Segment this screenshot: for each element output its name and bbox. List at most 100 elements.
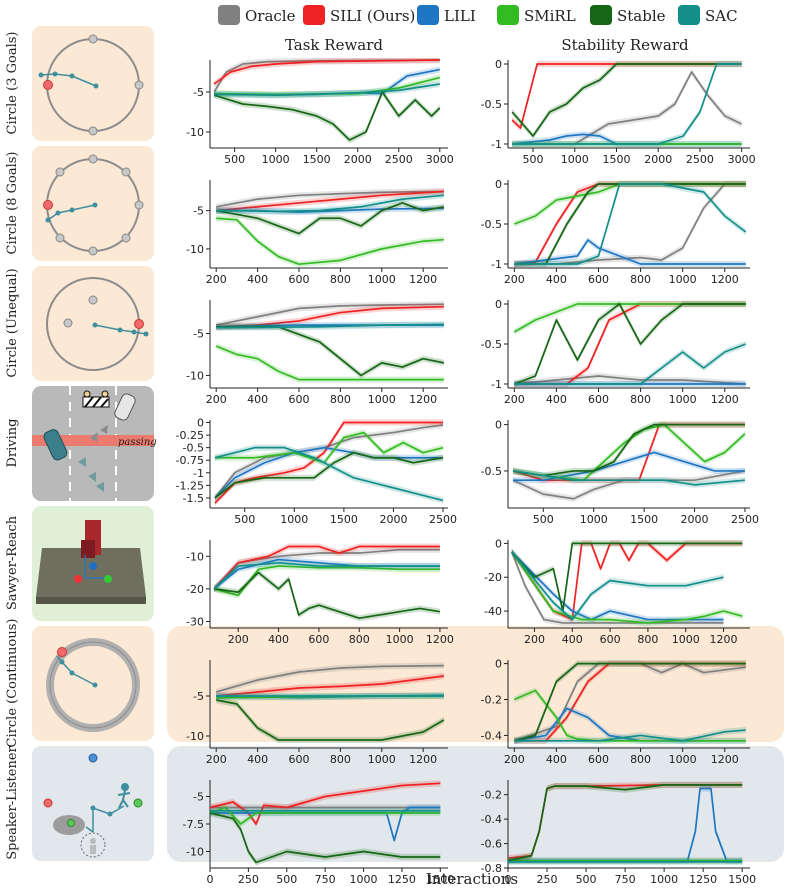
series-line-stable	[213, 91, 441, 141]
x-tick-label: 800	[330, 753, 351, 766]
legend-label: SAC	[705, 7, 738, 25]
series-band-stable	[210, 809, 441, 866]
series-band-smirl	[216, 215, 444, 268]
legend-swatch	[417, 5, 439, 25]
series-band-smirl	[513, 421, 745, 484]
series-group	[214, 419, 444, 507]
x-axis-label: Interactions	[426, 870, 518, 888]
series-line-sili-ours-	[213, 545, 440, 590]
series-line-sac	[214, 446, 444, 502]
series-band-smirl	[214, 429, 444, 466]
x-tick-label: 1200	[426, 633, 454, 646]
row-icons: passing	[32, 26, 157, 861]
series-line-sac	[512, 470, 746, 486]
y-tick-label: -0.6	[481, 838, 502, 851]
y-tick-label: 0	[495, 178, 502, 191]
legend-label: Oracle	[245, 7, 296, 25]
series-line-oracle	[216, 190, 444, 208]
series-band-sac	[514, 180, 746, 268]
column-title-task: Task Reward	[285, 36, 383, 54]
x-tick-label: 200	[206, 393, 227, 406]
x-tick-label: 800	[330, 273, 351, 286]
x-tick-label: 800	[630, 273, 651, 286]
series-line-stable	[508, 784, 743, 862]
x-tick-label: 250	[537, 873, 558, 886]
y-tick-label: -1.25	[176, 479, 204, 492]
x-tick-label: 2000	[681, 513, 709, 526]
series-line-stable	[514, 662, 746, 742]
x-tick-label: 400	[247, 273, 268, 286]
series-band-oracle	[512, 68, 742, 148]
x-tick-label: 1200	[409, 393, 437, 406]
x-tick-label: 1500	[602, 153, 630, 166]
x-tick-label: 250	[238, 873, 259, 886]
x-tick-label: 200	[504, 393, 525, 406]
x-tick-label: 1500	[630, 513, 658, 526]
legend-item-1: SILI (Ours)	[303, 5, 415, 25]
y-tick-label: 0	[495, 658, 502, 671]
chart-10: 200 400 600 800 1000 1200 -5 -10	[186, 660, 448, 766]
x-tick-label: 1200	[409, 753, 437, 766]
series-line-oracle	[514, 183, 746, 265]
x-tick-label: 500	[523, 153, 544, 166]
y-tick-label: -10	[186, 126, 204, 139]
row-labels: Circle (3 Goals) Circle (8 Goals) Circle (…	[5, 32, 20, 860]
x-tick-label: 1000	[368, 273, 396, 286]
y-tick-label: -0.2	[481, 694, 502, 707]
chart-11: 200 400 600 800 1000 1200 0 -0.2 -0.4	[481, 658, 750, 766]
series-line-smirl	[216, 217, 444, 266]
x-tick-label: 1000	[580, 513, 608, 526]
x-tick-label: 1000	[561, 153, 589, 166]
x-tick-label: 500	[533, 513, 554, 526]
x-tick-label: 3000	[426, 153, 454, 166]
legend-label: SMiRL	[524, 7, 576, 25]
x-tick-label: 2000	[644, 153, 672, 166]
series-line-sili-ours-	[514, 183, 746, 265]
legend-swatch	[218, 5, 240, 25]
series-line-oracle	[215, 664, 444, 693]
x-tick-label: 400	[546, 273, 567, 286]
x-tick-label: 1250	[689, 873, 717, 886]
legend-item-5: SAC	[678, 5, 738, 25]
series-band-sac	[214, 559, 440, 592]
y-tick-label: 0	[495, 58, 502, 71]
x-tick-label: 400	[546, 393, 567, 406]
y-tick-label: -0.5	[183, 442, 204, 455]
x-tick-label: 500	[224, 153, 245, 166]
x-tick-label: 1200	[710, 633, 738, 646]
x-tick-label: 800	[630, 753, 651, 766]
row-highlight-continuous	[167, 626, 784, 742]
x-tick-label: 600	[600, 633, 621, 646]
series-group	[215, 301, 445, 383]
y-tick-label: -1.5	[183, 492, 204, 505]
series-band-oracle	[514, 372, 746, 388]
x-tick-label: 1200	[711, 273, 739, 286]
x-tick-label: 750	[615, 873, 636, 886]
series-line-sac	[514, 183, 747, 265]
chart-8: 200 400 600 800 1000 1200 -10 -20 -30	[186, 540, 454, 646]
x-tick-label: 750	[315, 873, 336, 886]
series-line-stable	[514, 303, 746, 385]
x-tick-label: 1200	[409, 273, 437, 286]
series-band-oracle	[514, 660, 746, 744]
series-band-stable	[512, 60, 742, 140]
chart-5: 200 400 600 800 1000 1200 0 -0.5 -1	[481, 298, 750, 406]
legend-item-2: LILI	[417, 5, 476, 25]
legend-swatch	[303, 5, 325, 25]
y-tick-label: -0.25	[176, 429, 204, 442]
x-tick-label: 500	[234, 513, 255, 526]
series-line-sac	[514, 343, 747, 385]
series-band-stable	[214, 569, 440, 622]
icon-speaker-listener	[32, 746, 154, 861]
x-tick-label: 800	[349, 633, 370, 646]
icon-driving: passing	[32, 386, 157, 501]
series-band-sili-ours-	[514, 180, 746, 268]
y-tick-label: -0.4	[481, 813, 502, 826]
icon-circle-continuous	[32, 626, 154, 741]
x-tick-label: 2500	[385, 153, 413, 166]
y-tick-label: -0.5	[481, 98, 502, 111]
series-band-lili	[214, 444, 444, 502]
series-line-sac	[216, 194, 444, 213]
row-label: Circle (Continuous)	[5, 619, 20, 748]
